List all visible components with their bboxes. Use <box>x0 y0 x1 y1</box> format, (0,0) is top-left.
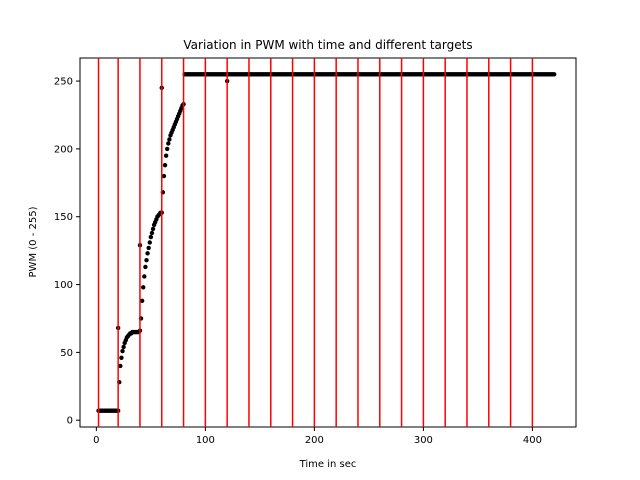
target-lines <box>97 58 534 427</box>
data-point <box>142 274 147 279</box>
y-tick-label: 150 <box>54 212 73 223</box>
data-point <box>150 226 156 232</box>
chart-title: Variation in PWM with time and different… <box>183 38 472 52</box>
data-point <box>118 363 123 369</box>
y-axis: 0 50 100 150 200 250 <box>54 77 80 427</box>
data-point <box>119 355 124 361</box>
data-point <box>143 264 148 270</box>
plot-background <box>80 58 576 427</box>
x-tick-label: 0 <box>93 435 99 446</box>
data-point <box>139 298 145 304</box>
plot-frame <box>79 57 577 428</box>
data-points <box>96 72 557 413</box>
data-point <box>161 173 167 179</box>
data-point <box>162 162 168 168</box>
y-tick-label: 50 <box>60 348 73 359</box>
x-tick-label: 300 <box>414 435 433 446</box>
x-tick-label: 200 <box>305 435 324 446</box>
data-point <box>166 141 171 146</box>
data-point <box>141 285 146 290</box>
data-point <box>149 230 155 236</box>
data-point <box>163 153 169 158</box>
y-axis-label: PWM (0 - 255) <box>28 206 39 277</box>
data-point <box>120 348 125 354</box>
x-tick-label: 100 <box>196 435 215 446</box>
data-point <box>147 240 152 245</box>
x-axis: 0 100 200 300 400 <box>93 427 542 446</box>
y-tick-label: 0 <box>67 416 73 427</box>
data-point <box>146 245 151 251</box>
data-point <box>148 234 154 240</box>
data-point <box>121 344 126 350</box>
x-tick-label: 400 <box>523 435 542 446</box>
x-axis-label: Time in sec <box>299 459 357 470</box>
data-point <box>167 137 172 142</box>
y-tick-label: 200 <box>54 144 73 155</box>
data-point <box>165 146 170 152</box>
plot-area <box>79 57 577 428</box>
data-point <box>145 251 150 256</box>
y-tick-label: 250 <box>54 77 73 88</box>
data-point <box>552 72 557 77</box>
y-tick-label: 100 <box>54 280 73 291</box>
data-point <box>144 257 149 263</box>
